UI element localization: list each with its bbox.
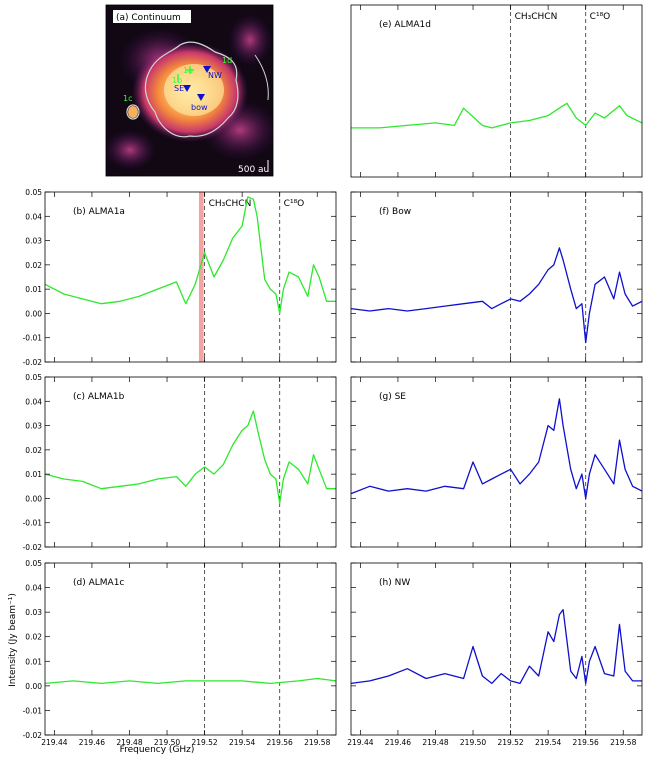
x-tick-label: 219.54 <box>535 738 561 747</box>
spectrum-line-e <box>351 102 643 129</box>
continuum-contour <box>144 41 239 138</box>
marker-1b: 1b <box>172 74 182 85</box>
line-label-c18o: C¹⁸O <box>590 12 611 22</box>
panel-label: (e) ALMA1d <box>379 20 431 30</box>
y-tick-label: -0.02 <box>23 358 43 367</box>
spectra-panels: CH₃CHCN C¹⁸O (b) ALMA1a 0.05 0.04 0.03 0.02 0.0… <box>23 4 643 747</box>
y-tick-label: 0.02 <box>25 261 42 270</box>
x-tick-label: 219.50 <box>460 738 486 747</box>
marker-1a: 1a <box>183 66 194 75</box>
y-tick-label: -0.01 <box>23 519 43 528</box>
marker-nw-triangle <box>203 66 211 73</box>
continuum-label: (a) Continuum <box>116 13 181 23</box>
marker-se-triangle <box>183 85 191 92</box>
y-tick-label: 0.02 <box>25 633 42 642</box>
svg-text:1a: 1a <box>183 66 193 75</box>
y-tick-label: -0.02 <box>23 731 43 740</box>
panel-g: (g) SE <box>350 376 643 548</box>
panel-frame <box>350 4 643 178</box>
panel-label: (b) ALMA1a <box>73 207 125 217</box>
spectrum-line-d <box>44 677 337 685</box>
x-tick-label: 219.58 <box>610 738 636 747</box>
panel-h: (h) NW 219.44 219.46 219.48 219.50 219.52 219.… <box>347 562 643 747</box>
panel-frame <box>350 191 643 363</box>
marker-bow-triangle <box>197 94 205 101</box>
panel-frame <box>44 191 337 363</box>
spectrum-line-c <box>44 410 336 504</box>
continuum-panel: (a) Continuum 500 au 1a 1b 1c 1d SE NW b… <box>105 4 274 177</box>
line-label-ch3chcn: CH₃CHCN <box>209 199 252 209</box>
y-axis-label: Intensity (Jy beam⁻¹) <box>8 593 18 687</box>
marker-nw-label: NW <box>208 71 222 80</box>
x-tick-label: 219.56 <box>573 738 599 747</box>
y-tick-label: 0.04 <box>25 584 42 593</box>
x-tick-label: 219.46 <box>385 738 411 747</box>
y-tick-label: 0.00 <box>25 494 42 503</box>
x-tick-label: 219.44 <box>347 738 373 747</box>
x-tick-label: 219.48 <box>422 738 448 747</box>
x-tick-label: 219.44 <box>41 738 67 747</box>
panel-frame <box>350 376 643 548</box>
panel-label: (h) NW <box>379 578 410 588</box>
marker-se-label: SE <box>174 84 184 93</box>
panel-label: (c) ALMA1b <box>73 392 125 402</box>
y-tick-label: -0.01 <box>23 334 43 343</box>
panel-c: (c) ALMA1b 0.05 0.04 0.03 0.02 0.01 0.00 -0.01 -… <box>23 373 337 552</box>
x-tick-label: 219.48 <box>116 738 142 747</box>
panel-f: (f) Bow <box>350 191 643 363</box>
y-tick-label: 0.01 <box>25 657 42 666</box>
y-tick-label: 0.00 <box>25 682 42 691</box>
y-tick-label: 0.01 <box>25 470 42 479</box>
y-tick-label: -0.01 <box>23 706 43 715</box>
y-tick-label: 0.05 <box>25 559 42 568</box>
y-tick-label: 0.00 <box>25 309 42 318</box>
marker-1c: 1c <box>123 94 133 103</box>
panel-frame <box>44 376 337 548</box>
spectrum-line-g <box>350 398 643 500</box>
line-label-ch3chcn: CH₃CHCN <box>515 12 558 22</box>
x-tick-label: 219.54 <box>229 738 255 747</box>
svg-text:1c: 1c <box>123 94 133 103</box>
y-tick-label: 0.03 <box>25 608 42 617</box>
x-tick-label: 219.46 <box>79 738 105 747</box>
y-tick-label: 0.03 <box>25 237 42 246</box>
x-axis-label: Frequency (GHz) <box>120 745 195 755</box>
panel-e: CH₃CHCN C¹⁸O (e) ALMA1d <box>350 4 643 178</box>
y-tick-label: 0.05 <box>25 373 42 382</box>
x-tick-label: 219.52 <box>191 738 217 747</box>
line-label-c18o: C¹⁸O <box>284 199 305 209</box>
y-tick-label: 0.03 <box>25 422 42 431</box>
panel-b: CH₃CHCN C¹⁸O (b) ALMA1a 0.05 0.04 0.03 0.02 0.0… <box>23 188 337 367</box>
y-tick-label: 0.02 <box>25 446 42 455</box>
scale-bar-label: 500 au <box>238 165 269 175</box>
y-tick-label: -0.02 <box>23 543 43 552</box>
marker-1d: 1d <box>222 56 232 65</box>
panel-frame <box>350 562 643 736</box>
spectrum-line-h <box>350 609 642 685</box>
x-tick-label: 219.58 <box>304 738 330 747</box>
panel-d: (d) ALMA1c 219.44 219.46 219.48 219.50 219.52… <box>23 559 337 747</box>
spectrum-line-b <box>44 196 336 315</box>
x-tick-label: 219.56 <box>267 738 293 747</box>
panel-label: (f) Bow <box>379 207 411 217</box>
x-tick-label: 219.52 <box>497 738 523 747</box>
y-tick-label: 0.05 <box>25 188 42 197</box>
panel-label: (g) SE <box>379 392 406 402</box>
y-tick-label: 0.01 <box>25 285 42 294</box>
marker-bow-label: bow <box>191 103 208 112</box>
svg-text:1d: 1d <box>222 56 232 65</box>
svg-text:1b: 1b <box>172 76 182 85</box>
spectrum-line-f <box>350 247 643 344</box>
x-tick-label: 219.50 <box>154 738 180 747</box>
panel-label: (d) ALMA1c <box>73 578 124 588</box>
shaded-band <box>198 192 204 362</box>
y-tick-label: 0.04 <box>25 397 42 406</box>
y-tick-label: 0.04 <box>25 212 42 221</box>
panel-frame <box>44 562 337 736</box>
continuum-label-box <box>113 10 191 23</box>
